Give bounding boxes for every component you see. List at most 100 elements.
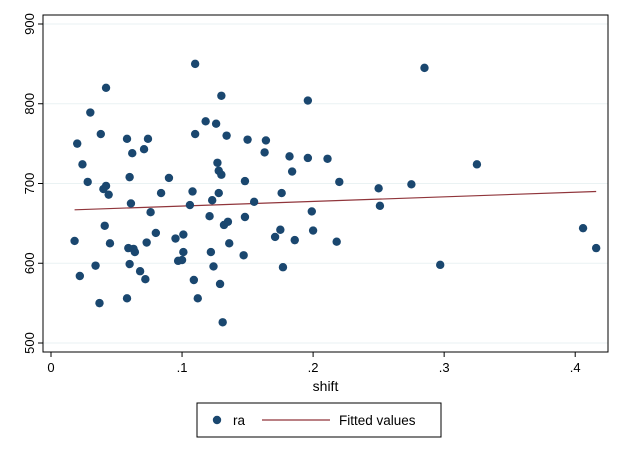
grid xyxy=(43,15,608,352)
data-point xyxy=(420,63,429,73)
data-point xyxy=(285,152,294,161)
data-point xyxy=(260,148,269,157)
data-point xyxy=(240,212,250,222)
data-point xyxy=(213,158,222,167)
x-tick-label-4: .4 xyxy=(570,360,581,375)
data-point xyxy=(96,129,105,139)
legend-marker-ra xyxy=(212,415,222,425)
data-point xyxy=(277,188,286,198)
data-point xyxy=(142,238,151,247)
data-point xyxy=(141,275,150,284)
data-point xyxy=(261,136,271,145)
data-point xyxy=(185,200,195,210)
data-point xyxy=(276,225,285,234)
y-tick-label-3: 800 xyxy=(22,93,37,115)
fitted-values-line xyxy=(74,190,597,211)
data-point xyxy=(249,197,259,207)
x-tick-label-0: 0 xyxy=(47,360,54,375)
data-point xyxy=(225,239,234,248)
data-point xyxy=(188,187,197,196)
data-point xyxy=(126,199,136,208)
data-point xyxy=(146,208,155,217)
y-tick-label-4: 900 xyxy=(22,13,37,35)
data-point xyxy=(101,181,111,191)
data-point xyxy=(223,217,233,226)
data-point xyxy=(240,176,250,186)
data-point xyxy=(303,96,313,105)
x-axis-label: shift xyxy=(313,378,339,394)
data-point xyxy=(239,251,248,260)
data-point xyxy=(218,318,227,327)
plot-data xyxy=(70,59,601,327)
data-point xyxy=(287,167,297,176)
legend-box xyxy=(196,402,442,438)
data-point xyxy=(83,177,92,187)
data-point xyxy=(101,83,111,93)
data-point xyxy=(164,173,174,183)
legend-label-ra: ra xyxy=(233,413,245,428)
data-point xyxy=(323,154,332,163)
data-point xyxy=(130,247,140,257)
data-point xyxy=(332,237,341,246)
y-tick-label-2: 700 xyxy=(22,173,37,195)
data-point xyxy=(151,228,161,238)
legend: ra Fitted values xyxy=(196,402,442,438)
data-point xyxy=(303,153,313,163)
x-tick-label-3: .3 xyxy=(439,360,450,375)
data-point xyxy=(308,226,318,235)
data-point xyxy=(374,184,383,193)
data-point xyxy=(91,261,100,270)
data-point xyxy=(171,234,180,243)
data-point xyxy=(206,247,216,257)
data-point xyxy=(143,134,153,144)
data-point xyxy=(578,223,588,233)
data-point xyxy=(189,275,199,285)
data-point xyxy=(86,108,95,117)
data-point xyxy=(217,170,226,179)
data-point xyxy=(73,139,82,148)
data-point xyxy=(78,160,87,169)
data-point xyxy=(591,243,601,253)
data-point xyxy=(335,177,344,187)
data-point xyxy=(205,211,214,221)
data-point xyxy=(214,188,223,198)
x-tick-label-1: .1 xyxy=(177,360,188,375)
data-point xyxy=(211,119,221,128)
data-point xyxy=(100,221,109,230)
data-point xyxy=(278,263,288,272)
data-point xyxy=(190,129,200,139)
data-point xyxy=(407,180,416,189)
data-point xyxy=(125,172,134,182)
data-point xyxy=(209,262,218,271)
data-point xyxy=(201,117,210,126)
y-tick-label-1: 600 xyxy=(22,252,37,274)
data-point xyxy=(139,145,149,154)
data-point xyxy=(222,131,231,140)
data-point xyxy=(125,259,134,269)
data-point xyxy=(436,260,445,270)
y-tick-label-0: 500 xyxy=(22,332,37,354)
data-point xyxy=(215,279,225,289)
data-point xyxy=(177,255,187,265)
data-point xyxy=(105,239,115,248)
data-point xyxy=(95,298,104,308)
data-point xyxy=(179,230,188,239)
legend-label-fitted: Fitted values xyxy=(339,413,416,428)
x-tick-label-2: .2 xyxy=(308,360,319,375)
data-point xyxy=(75,271,85,281)
data-point xyxy=(190,59,200,69)
data-point xyxy=(179,247,188,257)
data-point xyxy=(472,160,482,169)
data-point xyxy=(217,91,226,100)
data-point xyxy=(207,196,217,205)
data-point xyxy=(156,188,166,198)
data-point xyxy=(307,207,316,216)
data-point xyxy=(193,294,202,303)
data-point xyxy=(290,235,299,245)
axes: 500 600 700 800 900 0 .1 .2 .3 .4 xyxy=(22,13,609,375)
data-point xyxy=(135,267,145,276)
data-point xyxy=(104,190,113,199)
data-point xyxy=(122,134,132,144)
